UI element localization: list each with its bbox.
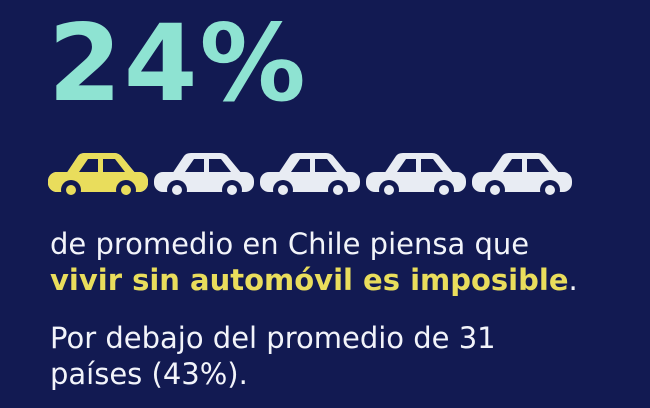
car: [154, 153, 254, 200]
note: Por debajo del promedio de 31 países (43…: [50, 321, 496, 391]
stat: 24%: [48, 2, 308, 125]
car: [472, 153, 572, 200]
statement: de promedio en Chile piensa que vivir sin…: [50, 226, 640, 298]
highlight-end: .: [568, 263, 578, 297]
car: [260, 153, 360, 200]
car-filled: [48, 153, 148, 200]
statement-text: de promedio en Chile piensa que: [50, 227, 530, 261]
car-row: [48, 153, 572, 200]
highlight: vivir sin automóvil es imposible: [50, 263, 569, 297]
car: [366, 153, 466, 200]
